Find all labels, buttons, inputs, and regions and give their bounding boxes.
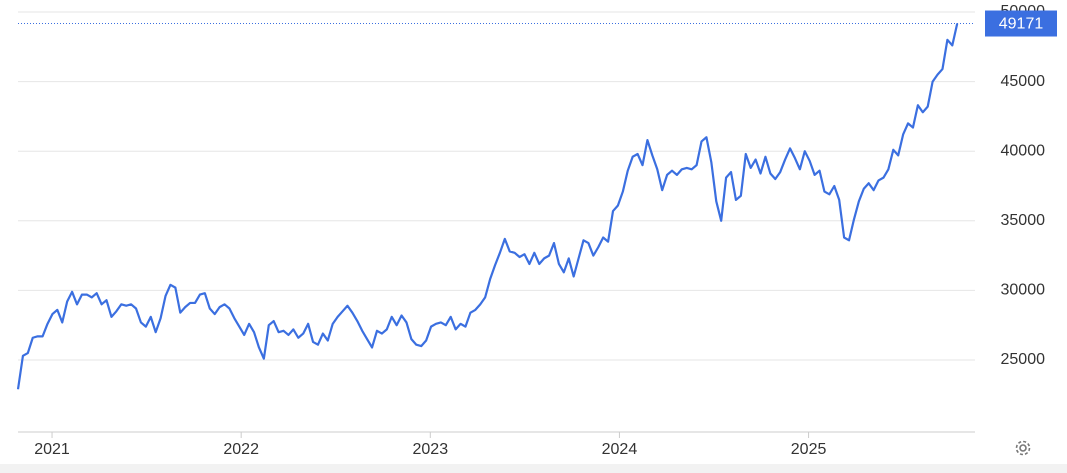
x-tick-label: 2021 xyxy=(34,441,70,458)
x-tick-label: 2025 xyxy=(791,441,827,458)
y-tick-label: 30000 xyxy=(1001,282,1046,299)
y-tick-label: 25000 xyxy=(1001,351,1046,368)
x-tick-label: 2024 xyxy=(602,441,638,458)
settings-icon[interactable] xyxy=(1015,440,1031,456)
x-tick-label: 2022 xyxy=(223,441,259,458)
last-value-label: 49171 xyxy=(999,16,1044,33)
y-tick-label: 45000 xyxy=(1001,73,1046,90)
price-line xyxy=(16,23,959,390)
last-value-box xyxy=(985,10,1057,37)
y-tick-label: 35000 xyxy=(1001,212,1046,229)
x-tick-label: 2023 xyxy=(413,441,449,458)
bottom-bar xyxy=(0,464,1067,473)
y-tick-label: 40000 xyxy=(1001,142,1046,159)
